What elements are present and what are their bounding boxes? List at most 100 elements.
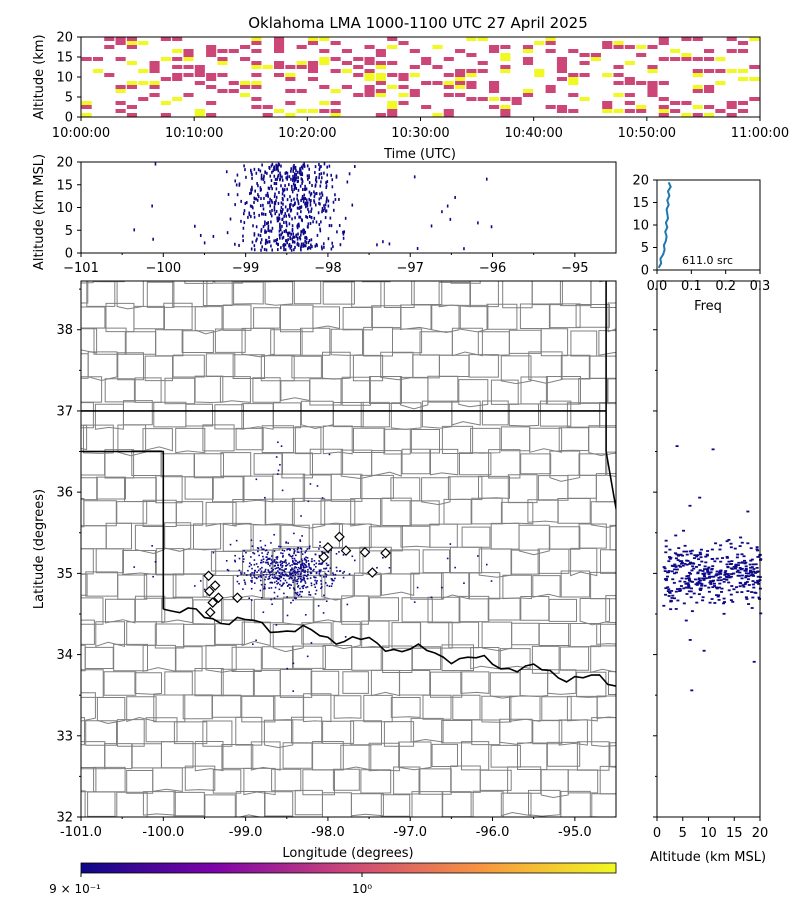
time-height-cell xyxy=(726,113,737,117)
time-height-cell xyxy=(658,57,669,61)
time-height-cell xyxy=(409,65,420,69)
lon-alt-point xyxy=(322,242,325,246)
time-height-cell xyxy=(602,105,613,109)
county-outline xyxy=(172,573,208,598)
lon-alt-point xyxy=(281,192,284,196)
plan-view-point xyxy=(274,586,277,589)
histogram-annotation: 611.0 src xyxy=(682,254,733,267)
alt-lat-point xyxy=(730,585,734,587)
alt-lat-point xyxy=(746,578,750,581)
plan-view-point xyxy=(313,563,316,566)
plan-view-point xyxy=(290,569,292,571)
plan-view-point xyxy=(285,574,288,577)
plan-view-point xyxy=(324,582,327,584)
time-height-cell xyxy=(240,81,251,85)
time-height-cell xyxy=(455,73,466,77)
plan-view-point xyxy=(305,565,308,568)
alt-lat-point xyxy=(759,612,763,615)
time-height-ytick-label: 0 xyxy=(65,111,73,126)
alt-lat-point xyxy=(668,557,672,560)
time-height-cell xyxy=(398,101,409,105)
plan-view-point xyxy=(336,570,338,572)
county-outline xyxy=(502,574,532,600)
plan-view-point xyxy=(301,535,303,537)
county-outline xyxy=(489,672,521,699)
plan-view-point xyxy=(287,542,289,544)
county-outline xyxy=(309,448,344,475)
plan-view-point xyxy=(297,575,299,578)
time-height-cell xyxy=(443,57,454,61)
lon-alt-point xyxy=(292,204,294,208)
lon-alt-point xyxy=(287,238,289,242)
county-outline xyxy=(84,646,114,669)
plan-view-point xyxy=(303,557,306,560)
county-outline xyxy=(443,498,472,525)
plan-view-point xyxy=(270,562,273,565)
lon-alt-point xyxy=(313,216,316,220)
county-outline xyxy=(410,429,440,454)
plan-view-point xyxy=(262,548,265,551)
lon-alt-point xyxy=(304,236,306,240)
time-height-cell xyxy=(443,73,454,77)
time-height-cell xyxy=(489,89,500,93)
time-height-cell xyxy=(364,89,375,93)
plan-view-point xyxy=(289,574,291,576)
lma-stations xyxy=(203,531,391,618)
plan-view-point xyxy=(281,552,284,555)
county-outline xyxy=(449,546,483,574)
plan-view-point xyxy=(307,568,309,571)
alt-lat-point xyxy=(739,582,743,585)
plan-view-point xyxy=(307,573,309,576)
county-outline xyxy=(441,572,470,600)
county-outline xyxy=(400,525,431,548)
time-height-cell xyxy=(624,61,635,65)
alt-lat-point xyxy=(685,550,689,553)
plan-view-ylabel: Latitude (degrees) xyxy=(32,489,47,609)
time-height-cell xyxy=(624,45,635,49)
plan-view-point xyxy=(247,569,249,572)
plan-view-point xyxy=(244,581,246,584)
lon-alt-point xyxy=(283,194,286,198)
alt-lat-point xyxy=(674,571,678,574)
lon-alt-ylabel: Altitude (km MSL) xyxy=(32,154,47,270)
plan-view-point xyxy=(293,532,295,535)
county-outline xyxy=(232,354,265,379)
county-outline xyxy=(293,281,322,305)
lon-alt-point xyxy=(281,178,284,182)
alt-lat-point xyxy=(744,569,748,572)
lon-alt-point xyxy=(308,210,310,214)
lon-alt-point xyxy=(291,190,294,194)
plan-view-point xyxy=(253,582,256,584)
lon-alt-point xyxy=(271,187,273,191)
time-height-cell xyxy=(172,65,183,69)
plan-view-point xyxy=(283,592,285,595)
county-outline xyxy=(429,523,458,548)
lon-alt-point xyxy=(255,225,258,229)
county-outline xyxy=(350,720,382,746)
county-outline xyxy=(578,378,608,404)
lon-alt-point xyxy=(295,187,298,191)
plan-view-point xyxy=(314,593,317,595)
alt-lat-point xyxy=(753,591,757,594)
time-height-cell xyxy=(319,37,330,41)
plan-view-point xyxy=(314,579,316,582)
lon-alt-point xyxy=(331,185,334,189)
time-height-cell xyxy=(590,53,601,57)
county-outline xyxy=(390,697,421,718)
lon-alt-point xyxy=(300,248,302,252)
plan-view-point xyxy=(303,584,305,587)
lon-alt-point xyxy=(301,166,304,170)
county-outline xyxy=(332,768,360,791)
plan-view-point xyxy=(199,580,202,582)
county-outline xyxy=(399,376,429,410)
plan-view-point xyxy=(324,573,327,575)
lon-alt-point xyxy=(282,189,285,193)
lon-alt-point xyxy=(323,245,325,249)
plan-view-point xyxy=(265,576,267,578)
time-height-cell xyxy=(489,45,500,49)
county-outline xyxy=(322,281,355,305)
time-height-cell xyxy=(319,85,330,89)
plan-view-point xyxy=(250,564,252,566)
plan-view-point xyxy=(303,574,306,577)
time-height-cell xyxy=(455,49,466,53)
